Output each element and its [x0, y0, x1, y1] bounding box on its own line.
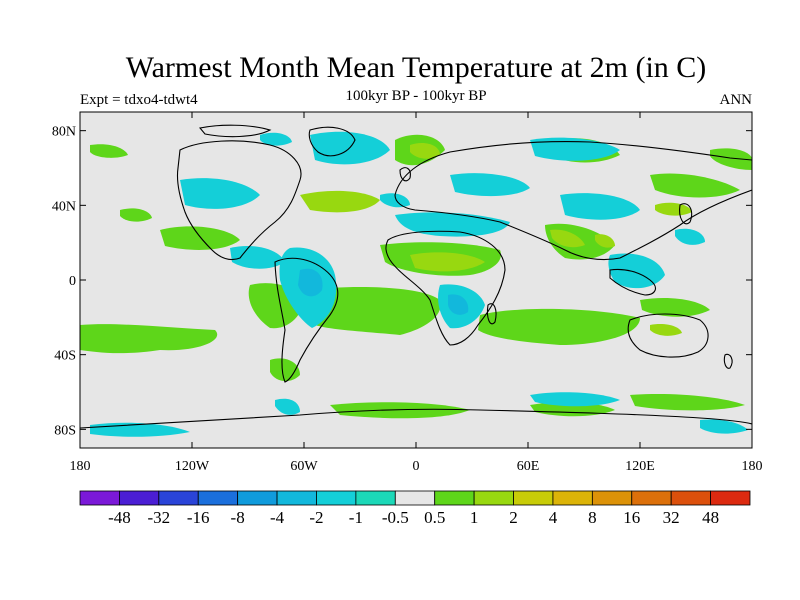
- lon-tick-label: 120W: [175, 459, 210, 474]
- colorbar-swatch: [197, 490, 239, 506]
- colorbar-label: -4: [270, 508, 285, 527]
- coastline-eurasia: [394, 141, 752, 261]
- colorbar-swatch: [710, 490, 751, 506]
- anomaly-region-positive: [710, 148, 752, 170]
- lat-tick-label: 40S: [54, 349, 76, 364]
- anomaly-region-negative: [530, 137, 620, 161]
- colorbar-swatch: [591, 490, 633, 506]
- colorbar-label: 0.5: [424, 508, 445, 527]
- anomaly-region-negative: [530, 392, 620, 407]
- longitude-axis: 180 120W 60W 0 60E 120E 180: [70, 112, 763, 474]
- anomaly-region-positive: [120, 208, 152, 222]
- lat-tick-label: 80N: [52, 125, 76, 140]
- anomaly-region-strong-positive: [655, 202, 692, 216]
- lon-tick-label: 60W: [290, 459, 318, 474]
- lat-tick-label: 0: [69, 274, 76, 289]
- anomaly-region-positive: [640, 298, 710, 317]
- anomaly-region-strong-positive: [410, 252, 485, 272]
- coastline-japan: [679, 203, 693, 225]
- anomaly-region-negative: [450, 173, 530, 197]
- plot-title: Warmest Month Mean Temperature at 2m (in…: [125, 51, 707, 84]
- lon-tick-label: 120E: [625, 459, 655, 474]
- colorbar-label: -0.5: [382, 508, 409, 527]
- colorbar-label: -48: [108, 508, 131, 527]
- anomaly-region-positive: [330, 402, 470, 419]
- colorbar-label: 2: [509, 508, 518, 527]
- anomaly-region-negative: [608, 253, 665, 289]
- colorbar-swatch: [473, 490, 514, 506]
- anomaly-region-positive: [160, 226, 240, 250]
- anomaly-region-strong-negative: [298, 268, 323, 297]
- coastline-greenland: [308, 126, 356, 157]
- anomaly-region-positive: [650, 173, 740, 198]
- lon-tick-label: 180: [70, 459, 91, 474]
- anomaly-region-negative: [380, 193, 410, 208]
- anomaly-region-positive: [630, 394, 745, 411]
- colorbar: -48 -32 -16 -8 -4 -2 -1 -0.5 0.5 1 2 4 8 16 32 48: [79, 490, 751, 527]
- anomaly-region-negative: [275, 398, 300, 415]
- colorbar-swatch: [394, 490, 436, 506]
- anomaly-region-strong-positive: [550, 229, 585, 248]
- coastline-north-america: [176, 140, 302, 261]
- lon-tick-label: 60E: [517, 459, 540, 474]
- coastline-australia: [627, 313, 709, 358]
- anomaly-region-strong-positive: [300, 190, 380, 213]
- coastlines: [80, 124, 752, 429]
- anomaly-region-positive: [90, 144, 128, 158]
- coastline-south-america: [274, 257, 339, 383]
- colorbar-label: -2: [309, 508, 323, 527]
- colorbar-swatch: [119, 490, 160, 506]
- colorbar-label: -32: [147, 508, 170, 527]
- coastline-uk: [399, 167, 411, 182]
- coastline-arctic-islands: [198, 124, 272, 138]
- anomaly-region-negative: [180, 178, 260, 209]
- lon-tick-label: 0: [413, 459, 420, 474]
- colorbar-label: -16: [187, 508, 210, 527]
- anomaly-region-negative: [230, 245, 285, 269]
- latitude-axis: 80N 40N 0 40S 80S: [52, 125, 752, 438]
- colorbar-label: -1: [349, 508, 363, 527]
- anomaly-region-positive: [80, 324, 218, 354]
- colorbar-label: 48: [702, 508, 719, 527]
- lon-tick-label: 180: [742, 459, 763, 474]
- colorbar-swatch: [631, 490, 672, 506]
- colorbar-label: 16: [623, 508, 640, 527]
- anomaly-region-negative: [675, 228, 705, 245]
- colorbar-swatch: [434, 490, 475, 506]
- anomaly-region-strong-negative: [448, 294, 469, 315]
- anomaly-region-strong-positive: [650, 323, 682, 336]
- coastline-new-zealand: [723, 353, 733, 369]
- colorbar-label: 1: [470, 508, 479, 527]
- coastline-maritime-se-asia: [609, 268, 656, 296]
- coastline-africa: [385, 230, 506, 346]
- colorbar-swatch: [355, 490, 396, 506]
- colorbar-swatch: [552, 490, 593, 506]
- anomaly-region-negative: [700, 419, 748, 434]
- colorbar-label: -8: [231, 508, 245, 527]
- colorbar-label: 32: [663, 508, 680, 527]
- coastline-antarctica: [80, 408, 752, 429]
- anomaly-region-negative: [560, 193, 640, 220]
- colorbar-label: 4: [549, 508, 558, 527]
- colorbar-swatch: [79, 490, 120, 506]
- subtitle-label: 100kyr BP - 100kyr BP: [345, 88, 487, 104]
- colorbar-label: 8: [588, 508, 597, 527]
- season-label: ANN: [719, 92, 753, 108]
- anomaly-region-negative: [260, 132, 292, 146]
- experiment-label: Expt = tdxo4-tdwt4: [80, 92, 198, 108]
- anomaly-region-strong-positive: [410, 143, 440, 159]
- colorbar-swatch: [276, 490, 317, 506]
- colorbar-swatch: [316, 490, 357, 506]
- anomaly-region-positive: [478, 308, 640, 345]
- lat-tick-label: 80S: [54, 423, 76, 438]
- coastline-madagascar: [486, 303, 497, 325]
- anomaly-region-strong-positive: [595, 234, 615, 248]
- colorbar-swatch: [158, 490, 199, 506]
- colorbar-swatch: [513, 490, 554, 506]
- lat-tick-label: 40N: [52, 199, 76, 214]
- colorbar-swatch: [670, 490, 711, 506]
- colorbar-swatch: [237, 490, 278, 506]
